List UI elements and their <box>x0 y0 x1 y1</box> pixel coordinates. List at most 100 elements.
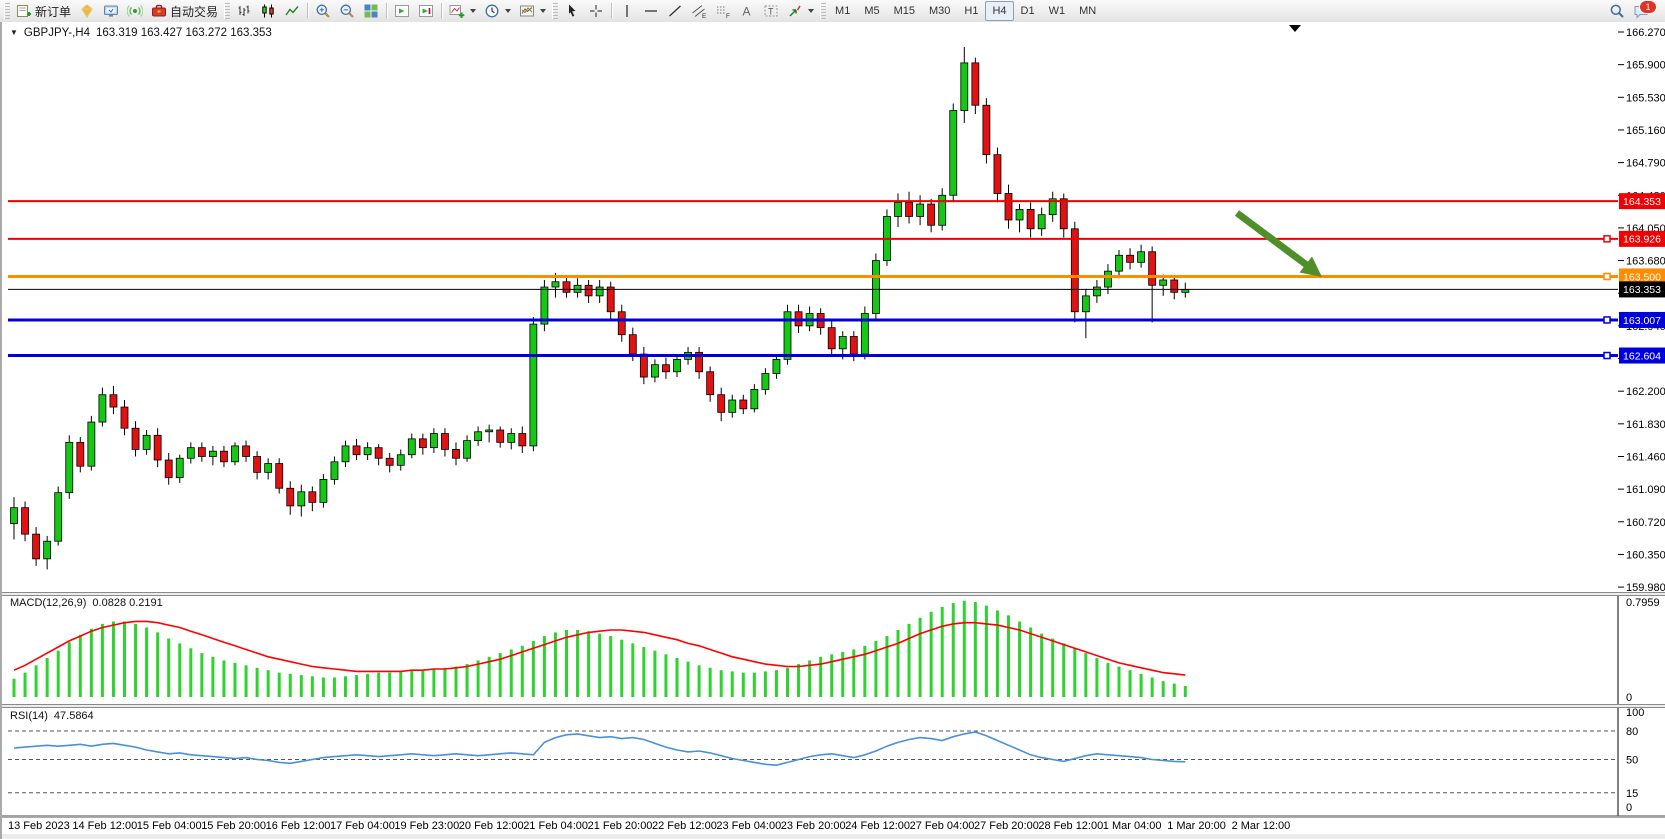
toolbar-grip <box>820 3 827 19</box>
svg-text:161.460: 161.460 <box>1626 451 1665 463</box>
equidistant-channel-button[interactable]: E <box>687 1 711 21</box>
notification-badge: 1 <box>1639 0 1657 14</box>
new-order-button[interactable]: 新订单 <box>12 1 75 21</box>
chart-shift-marker-icon[interactable] <box>1289 25 1301 32</box>
zoom-out-icon <box>340 4 354 18</box>
svg-text:0: 0 <box>1626 802 1632 814</box>
svg-text:27 Feb 04:00: 27 Feb 04:00 <box>910 820 975 832</box>
panel-separator[interactable] <box>2 704 1665 708</box>
timeframe-m1-button[interactable]: M1 <box>828 1 857 21</box>
trendline-button[interactable] <box>663 1 687 21</box>
horizontal-line-button[interactable] <box>639 1 663 21</box>
autotrading-label: 自动交易 <box>170 4 219 19</box>
hlines-layer[interactable]: 164.353 163.926 163.500 163.007 162.604 163.3… <box>8 193 1665 364</box>
chart-window[interactable]: 166.270165.900165.530165.160164.790164.4… <box>0 22 1665 839</box>
timeframe-mn-button[interactable]: MN <box>1072 1 1103 21</box>
gold-button[interactable] <box>75 1 99 21</box>
svg-text:163.007: 163.007 <box>1623 315 1661 327</box>
timeframe-h4-button[interactable]: H4 <box>985 1 1014 21</box>
chart-autoscroll-button[interactable] <box>414 1 438 21</box>
text-label-button[interactable]: T <box>759 1 783 21</box>
svg-text:1 Mar 20:00: 1 Mar 20:00 <box>1167 820 1226 832</box>
chart-canvas[interactable]: 166.270165.900165.530165.160164.790164.4… <box>2 22 1665 839</box>
timeframe-h1-button[interactable]: H1 <box>957 1 985 21</box>
svg-text:162.200: 162.200 <box>1626 386 1665 398</box>
autotrading-icon <box>152 4 167 17</box>
svg-text:T: T <box>768 7 774 17</box>
timeframe-m30-button[interactable]: M30 <box>922 1 957 21</box>
bar-chart-button[interactable] <box>232 1 256 21</box>
macd-indicator-label: MACD(12,26,9) 0.0828 0.2191 <box>10 597 163 609</box>
cursor-button[interactable] <box>560 1 584 21</box>
terminal-button[interactable] <box>99 1 123 21</box>
signal-button[interactable] <box>123 1 147 21</box>
add-indicator-button[interactable] <box>445 1 480 21</box>
macd-signal-line <box>13 620 1186 676</box>
svg-text:165.530: 165.530 <box>1626 92 1665 104</box>
price-hline-label <box>1619 230 1665 247</box>
tile-windows-icon <box>364 4 378 18</box>
fibonacci-icon: F <box>717 6 730 19</box>
zoom-out-button[interactable] <box>335 1 359 21</box>
tile-windows-button[interactable] <box>359 1 383 21</box>
rsi-line <box>13 731 1186 767</box>
price-hline-label <box>1619 347 1665 364</box>
svg-text:165.160: 165.160 <box>1626 125 1665 137</box>
arrow-shapes-button[interactable] <box>783 1 818 21</box>
chart-ohlc-values: 163.319 163.427 163.272 163.353 <box>95 27 272 39</box>
autotrading-button[interactable]: 自动交易 <box>147 1 222 21</box>
trend-arrow-icon[interactable] <box>1234 210 1322 277</box>
period-button[interactable] <box>480 1 515 21</box>
text-button[interactable]: A <box>735 1 759 21</box>
svg-text:21 Feb 20:00: 21 Feb 20:00 <box>588 820 653 832</box>
chart-title: ▼ GBPJPY-,H4 163.319 163.427 163.272 163… <box>10 27 272 39</box>
svg-text:160.720: 160.720 <box>1626 517 1665 529</box>
macd-name: MACD(12,26,9) <box>10 597 87 609</box>
collapse-triangle-icon[interactable]: ▼ <box>10 28 18 37</box>
chevron-down-icon <box>540 9 547 13</box>
line-chart-icon <box>285 6 299 16</box>
svg-text:15 Feb 20:00: 15 Feb 20:00 <box>201 820 266 832</box>
svg-text:50: 50 <box>1626 755 1638 767</box>
svg-text:163.680: 163.680 <box>1626 256 1665 268</box>
toolbar-separator <box>441 3 443 19</box>
svg-text:161.090: 161.090 <box>1626 484 1665 496</box>
svg-text:163.353: 163.353 <box>1623 284 1661 296</box>
template-button[interactable] <box>515 1 550 21</box>
toolbar-separator <box>611 3 613 19</box>
time-axis[interactable]: 13 Feb 2023 14 Feb 12:00 15 Feb 04:00 15 Fe… <box>2 820 1665 839</box>
svg-text:19 Feb 23:00: 19 Feb 23:00 <box>394 820 459 832</box>
main-toolbar: 新订单 自动交易 <box>0 0 1665 23</box>
timeframe-m5-button[interactable]: M5 <box>857 1 886 21</box>
svg-text:163.926: 163.926 <box>1623 234 1661 246</box>
chevron-down-icon <box>505 9 512 13</box>
text-label-icon: T <box>764 5 778 17</box>
zoom-in-button[interactable] <box>311 1 335 21</box>
panel-separator[interactable] <box>2 592 1665 596</box>
crosshair-icon <box>590 5 603 17</box>
svg-text:100: 100 <box>1626 707 1644 719</box>
timeframe-m15-button[interactable]: M15 <box>887 1 922 21</box>
vertical-line-icon <box>626 5 628 17</box>
timeframe-w1-button[interactable]: W1 <box>1042 1 1073 21</box>
vertical-line-button[interactable] <box>615 1 639 21</box>
svg-text:16 Feb 12:00: 16 Feb 12:00 <box>266 820 331 832</box>
chevron-down-icon <box>470 9 477 13</box>
chart-shift-icon <box>395 5 410 17</box>
candlestick-chart-button[interactable] <box>256 1 280 21</box>
crosshair-button[interactable] <box>584 1 608 21</box>
svg-text:0.7959: 0.7959 <box>1626 597 1660 609</box>
price-hline-label <box>1619 193 1665 210</box>
svg-text:21 Feb 04:00: 21 Feb 04:00 <box>523 820 588 832</box>
line-chart-button[interactable] <box>280 1 304 21</box>
chart-background <box>2 22 1665 839</box>
chart-shift-button[interactable] <box>390 1 414 21</box>
new-order-label: 新订单 <box>35 4 72 19</box>
svg-text:1 Mar 04:00: 1 Mar 04:00 <box>1103 820 1162 832</box>
search-button[interactable] <box>1605 1 1629 21</box>
price-hline-label <box>1619 311 1665 328</box>
toolbar-grip <box>224 3 231 19</box>
fibonacci-button[interactable]: F <box>711 1 735 21</box>
timeframe-d1-button[interactable]: D1 <box>1014 1 1042 21</box>
rsi-name: RSI(14) <box>10 710 48 722</box>
